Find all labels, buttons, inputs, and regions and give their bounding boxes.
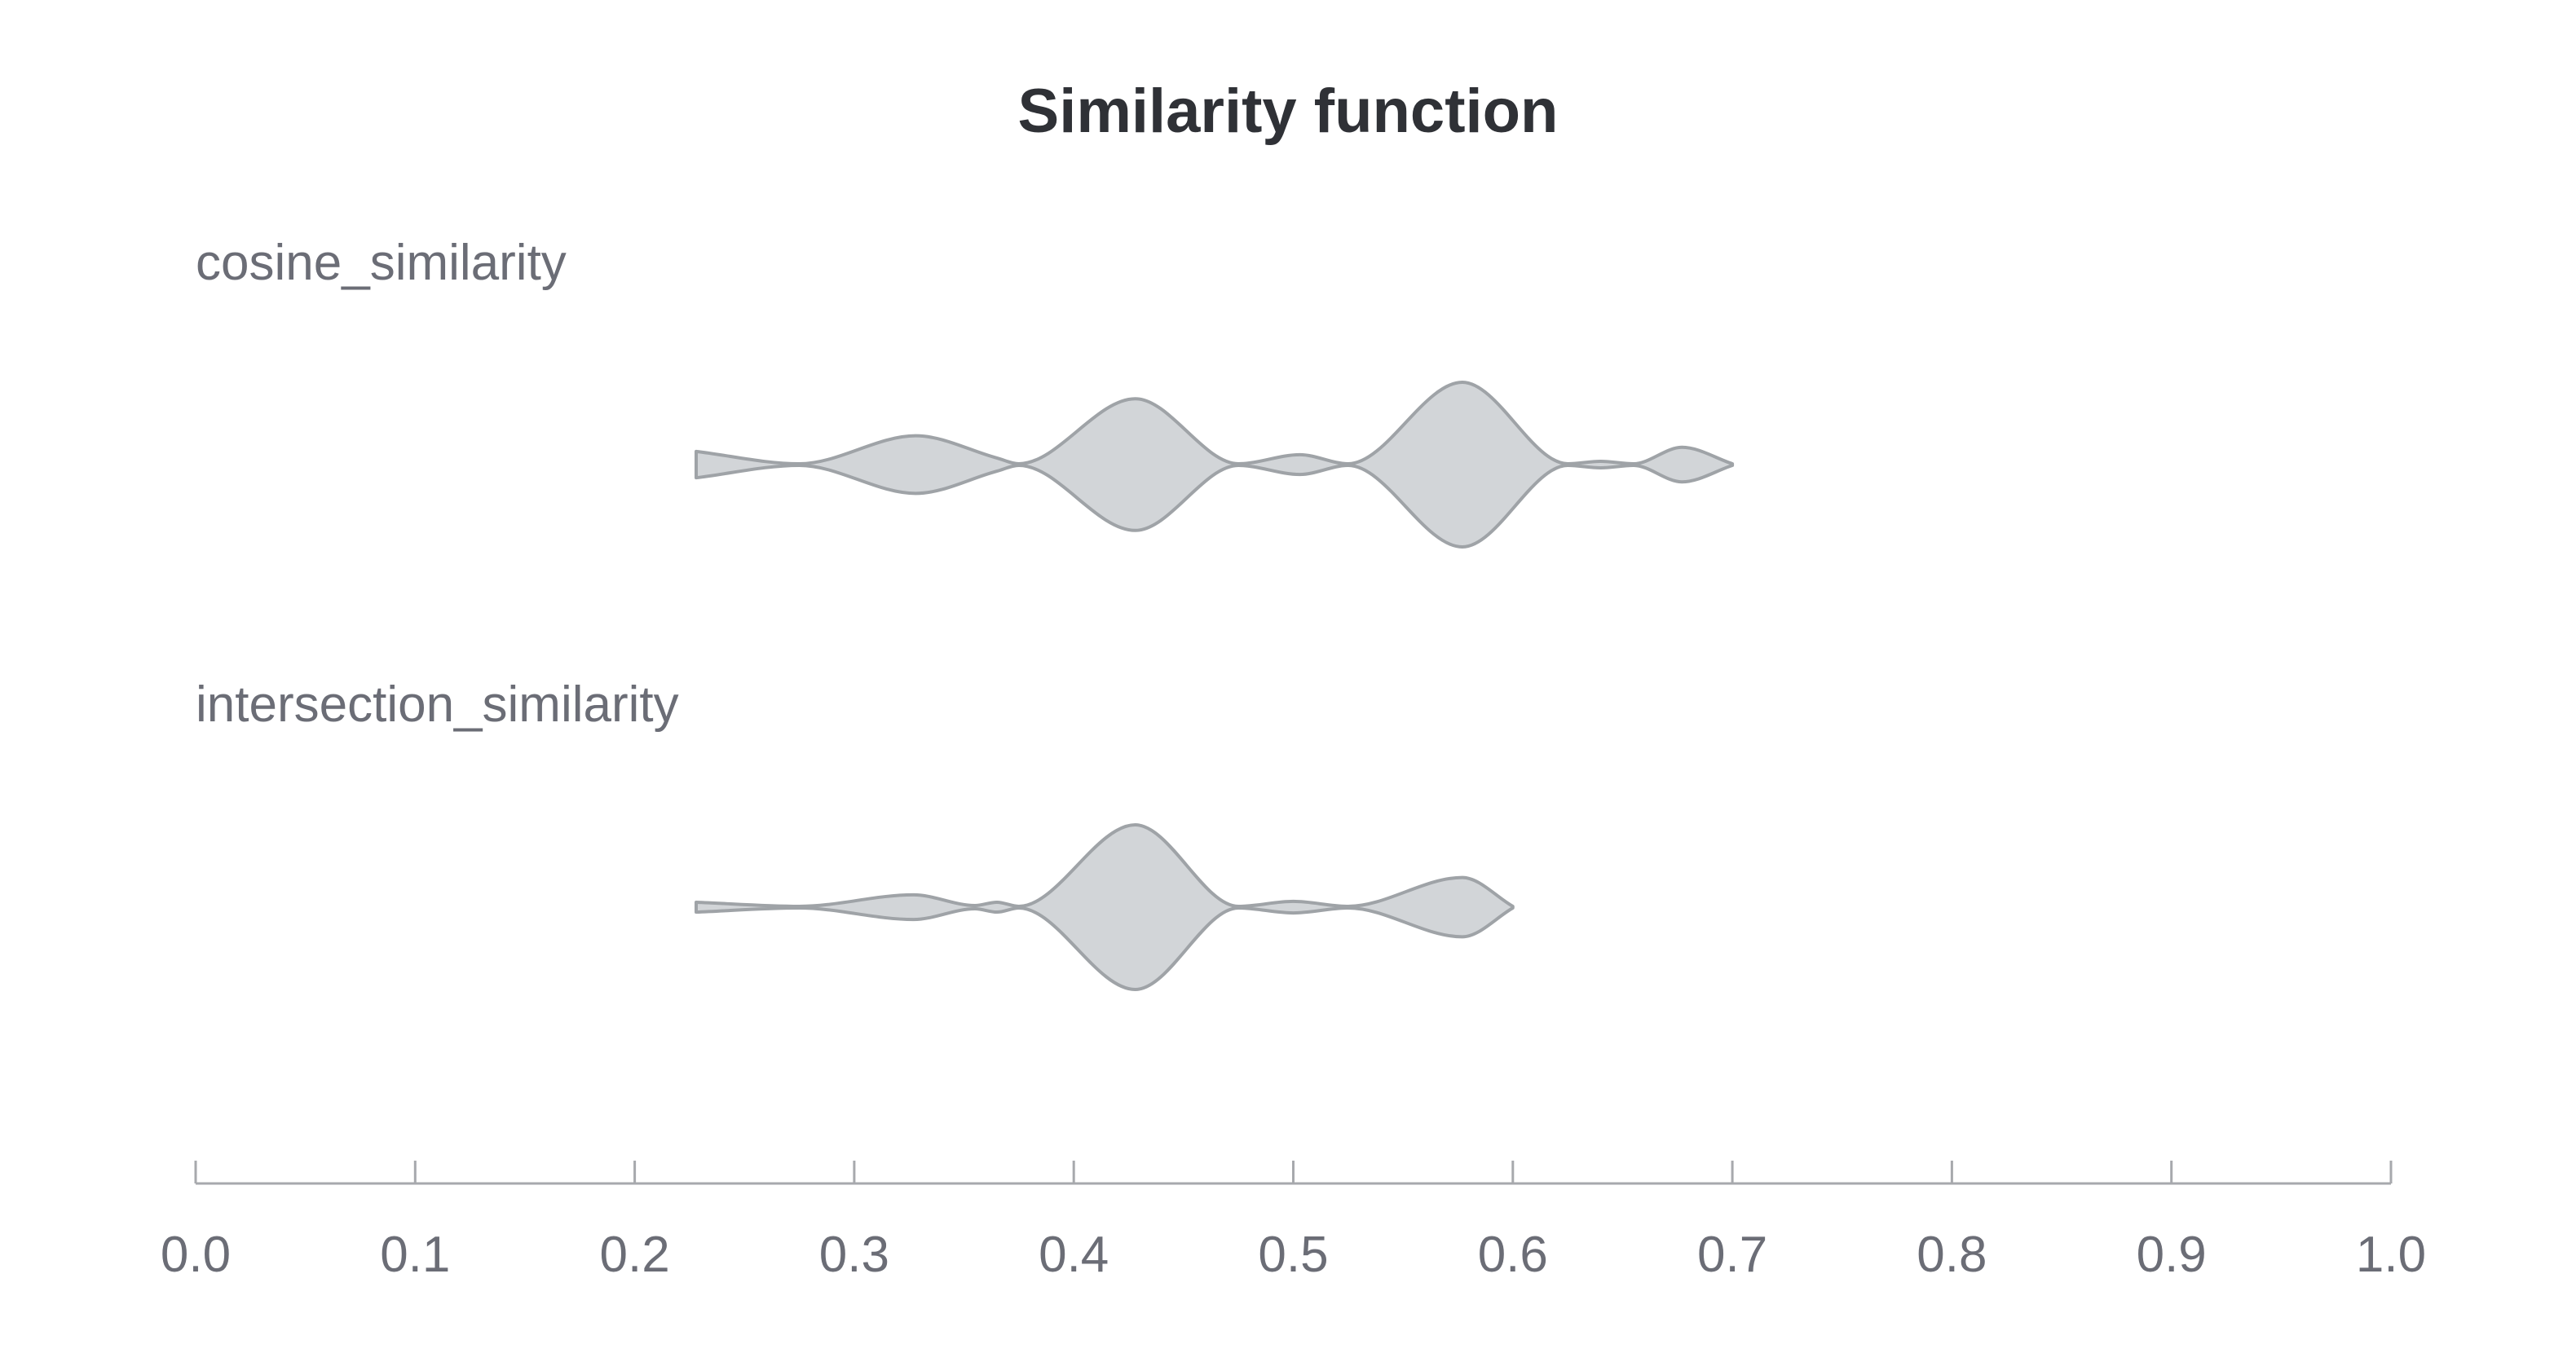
x-tick-label: 0.9 <box>2137 1227 2207 1283</box>
x-tick-label: 0.6 <box>1478 1227 1548 1283</box>
violin-intersection-similarity <box>695 823 1515 991</box>
violin-shape-intersection-similarity <box>695 823 1515 991</box>
x-tick-label: 0.2 <box>599 1227 669 1283</box>
violin-shape-cosine-similarity <box>695 381 1735 549</box>
violin-cosine-similarity <box>695 381 1735 549</box>
x-axis: 0.0 0.1 0.2 0.3 0.4 0.5 0.6 0.7 0.8 0.9 1.0 <box>161 1161 2426 1283</box>
x-tick-label: 1.0 <box>2356 1227 2426 1283</box>
x-tick-label: 0.4 <box>1039 1227 1109 1283</box>
series-label-intersection-similarity: intersection_similarity <box>196 676 679 733</box>
x-tick-label: 0.7 <box>1697 1227 1767 1283</box>
x-tick-label: 0.8 <box>1917 1227 1987 1283</box>
x-tick-label: 0.5 <box>1258 1227 1328 1283</box>
x-tick-label: 0.3 <box>819 1227 889 1283</box>
series-label-cosine-similarity: cosine_similarity <box>196 235 567 291</box>
x-tick-label: 0.1 <box>380 1227 450 1283</box>
x-tick-label: 0.0 <box>161 1227 231 1283</box>
chart-title: Similarity function <box>1018 77 1559 146</box>
